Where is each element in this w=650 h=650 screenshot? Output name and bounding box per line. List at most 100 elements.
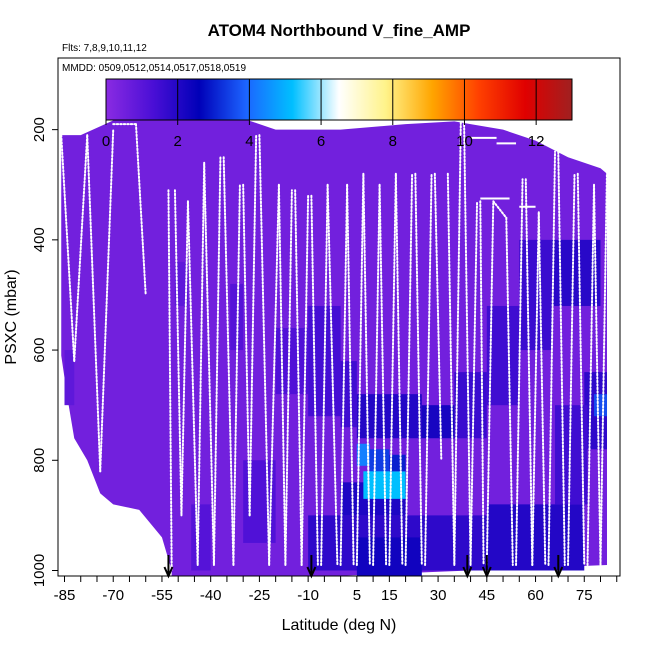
colorbar-tick-label: 10: [456, 133, 473, 150]
flight-profile: [599, 167, 609, 566]
colorbar: [105, 78, 573, 121]
y-tick-label: 800: [31, 448, 48, 473]
flight-profile: [277, 183, 287, 566]
flight-profile: [404, 172, 414, 566]
flight-profile: [222, 156, 235, 566]
flight-profile: [557, 150, 566, 566]
heatmap-cell: [356, 443, 370, 466]
flight-profile: [284, 189, 293, 566]
flight-profile: [99, 128, 115, 473]
heatmap-cell: [191, 504, 211, 571]
colorbar-tick-label: 12: [528, 133, 545, 150]
flight-profile: [339, 183, 349, 566]
flight-profile: [446, 172, 456, 566]
flight-profiles: [60, 120, 609, 572]
arrow-head: [553, 566, 564, 579]
flight-profile: [196, 161, 206, 566]
arrow-head: [163, 566, 174, 579]
plot-frame: [57, 57, 621, 577]
heatmap-cell: [369, 449, 390, 472]
flight-profile: [492, 200, 508, 219]
flight-profile: [388, 172, 397, 566]
x-tick-label: 15: [381, 587, 398, 604]
flight-profile: [372, 183, 381, 566]
flight-profile: [479, 200, 485, 566]
heatmap-cell: [519, 239, 552, 351]
colorbar-tick-label: 2: [174, 133, 182, 150]
x-tick-label: -25: [249, 587, 271, 604]
flight-profile: [378, 183, 388, 566]
y-tick-label: 600: [31, 338, 48, 363]
flight-profile: [485, 200, 495, 566]
flight-profile: [524, 178, 534, 566]
flight-profile: [320, 183, 329, 566]
flight-profile: [203, 161, 215, 566]
heatmap-cell: [486, 305, 520, 406]
x-axis-label: Latitude (deg N): [282, 617, 397, 634]
x-tick-label: 60: [527, 587, 544, 604]
arrow-head: [462, 566, 473, 579]
y-tick-label: 1000: [31, 554, 48, 587]
flight-profile: [453, 120, 462, 566]
heatmap-cell: [64, 350, 75, 406]
x-tick-label: 45: [478, 587, 495, 604]
colorbar-ticks: 0 2 4 6 8 10 12: [102, 79, 545, 150]
flights-label: Flts: 7,8,9,10,11,12: [62, 43, 147, 54]
flight-profile: [469, 200, 479, 566]
flight-profile: [310, 194, 319, 566]
flight-profile: [355, 172, 365, 566]
colorbar-tick-label: 8: [389, 133, 397, 150]
flight-profile: [173, 189, 183, 517]
flight-profile: [463, 120, 472, 566]
down-arrow-marker: [553, 555, 564, 579]
y-axis-label: PSXC (mbar): [3, 269, 20, 364]
arrow-head: [306, 566, 317, 579]
heatmap-cell: [594, 394, 608, 417]
colorbar-tick-label: 0: [102, 133, 110, 150]
flight-profile: [567, 172, 576, 566]
flight-profile: [186, 200, 199, 566]
colorbar-tick-label: 4: [245, 133, 253, 150]
flight-profile: [586, 183, 596, 566]
x-tick-label: 30: [430, 587, 447, 604]
x-tick-label: 75: [576, 587, 593, 604]
flight-profile: [60, 134, 76, 363]
flight-profile: [86, 134, 102, 473]
flight-profile: [362, 172, 371, 566]
x-tick-label: -40: [200, 587, 222, 604]
flight-profile: [268, 183, 280, 566]
flight-profile: [424, 172, 433, 566]
flight-profile: [326, 183, 339, 566]
flight-profile: [433, 172, 443, 462]
down-arrow-marker: [306, 555, 317, 579]
flight-profile: [531, 211, 540, 566]
flight-profile: [232, 183, 241, 566]
flight-profile: [258, 134, 271, 566]
flight-profile: [212, 156, 222, 566]
y-axis: 200 400 600 800 1000: [31, 117, 58, 587]
arrow-markers: [163, 555, 564, 579]
flight-profile: [346, 183, 355, 566]
dates-label: MMDD: 0509,0512,0514,0517,0518,0519: [62, 63, 246, 74]
flight-profile: [547, 150, 557, 566]
flight-profile: [180, 200, 189, 517]
x-tick-label: -55: [151, 587, 173, 604]
flight-profile: [576, 172, 586, 566]
colorbar-tick-label: 6: [317, 133, 325, 150]
flight-profile: [414, 172, 423, 566]
flight-profile: [394, 172, 404, 566]
heatmap-cell: [275, 328, 309, 395]
flight-profile: [242, 183, 251, 517]
x-axis: -85 -70 -55 -40 -25 -10 5 15 30 45 60 75: [54, 576, 618, 604]
flight-profile: [167, 189, 173, 572]
heatmap-cell: [174, 261, 188, 306]
heatmap-layer: [61, 113, 608, 576]
flight-profile: [515, 178, 524, 566]
flight-profile: [134, 123, 147, 296]
chart-title: ATOM4 Northbound V_fine_AMP: [208, 21, 471, 40]
flight-profile: [73, 134, 89, 363]
flight-profile: [248, 134, 258, 517]
x-tick-label: -10: [297, 587, 319, 604]
flight-profile: [537, 211, 547, 566]
